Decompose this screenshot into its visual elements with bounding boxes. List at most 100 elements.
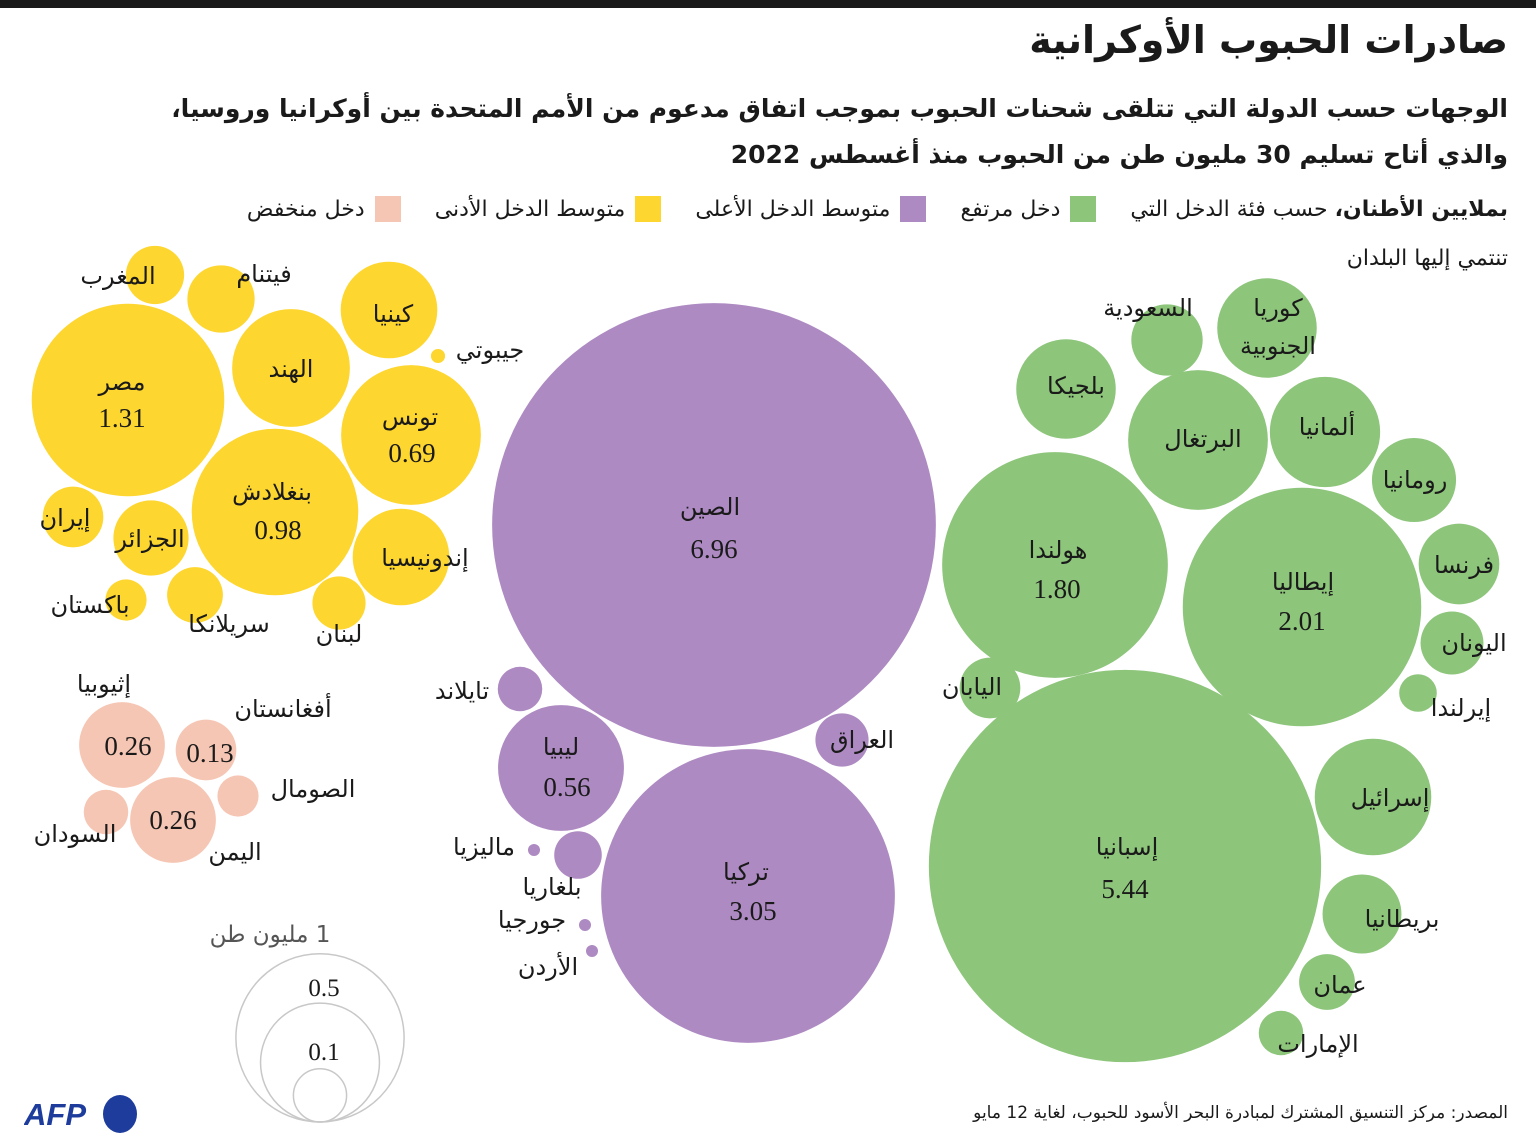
bubble-name-label: إثيوبيا xyxy=(77,670,131,699)
bubble-0-5 xyxy=(187,265,255,333)
legend-unit: بملايين الأطنان، حسب فئة الدخل التي xyxy=(1130,197,1508,222)
bubble-value-label: 1.80 xyxy=(1033,574,1080,604)
bubble-0-0 xyxy=(31,303,225,497)
bubble-name-label: ماليزيا xyxy=(453,833,515,861)
bubble-0-3 xyxy=(341,365,481,505)
legend-label: دخل منخفض xyxy=(246,196,365,222)
bubble-3-2 xyxy=(130,777,216,863)
bubble-1-6 xyxy=(528,844,540,856)
bubble-2-12 xyxy=(959,657,1021,719)
bubble-2-8 xyxy=(1371,437,1457,523)
size-legend-label: 1 مليون طن xyxy=(210,922,331,948)
legend-swatch xyxy=(374,196,401,222)
bubble-value-label: 0.69 xyxy=(388,438,435,468)
legend-unit-line2: تنتمي إليها البلدان xyxy=(1346,246,1508,271)
bubble-3-4 xyxy=(217,775,259,817)
bubble-name-label: ألمانيا xyxy=(1299,411,1355,441)
bubble-value-label: 1.31 xyxy=(98,403,145,433)
bubble-name-label: هولندا xyxy=(1029,536,1088,564)
bubble-2-1 xyxy=(1182,487,1422,727)
bubble-name-label: بنغلادش xyxy=(232,478,312,506)
bubble-0-11 xyxy=(105,579,147,621)
bubble-name-label: إيطاليا xyxy=(1272,568,1334,597)
bubble-name-label: كينيا xyxy=(373,300,414,328)
legend-item-low: دخل منخفض xyxy=(247,196,401,222)
bubble-0-13 xyxy=(312,576,366,630)
bubble-name-label: مصر xyxy=(98,368,146,396)
bubble-0-2 xyxy=(191,428,359,596)
source-note: المصدر: مركز التنسيق المشترك لمبادرة الب… xyxy=(973,1103,1508,1123)
bubble-name-label: الإمارات xyxy=(1277,1030,1358,1058)
bubble-name-label: تونس xyxy=(382,403,438,431)
bubble-name-label: رومانيا xyxy=(1383,466,1448,494)
bubble-name-label: فرنسا xyxy=(1434,551,1494,579)
bubble-2-3 xyxy=(1128,370,1268,510)
legend-unit-rest: حسب فئة الدخل التي xyxy=(1130,196,1335,222)
bubble-value-label: 0.13 xyxy=(186,738,233,768)
bubble-value-label: 2.01 xyxy=(1278,606,1325,636)
legend-item-lower-middle: متوسط الدخل الأدنى xyxy=(435,196,662,222)
chart-title: صادرات الحبوب الأوكرانية xyxy=(1029,18,1508,62)
bubble-2-5 xyxy=(1131,304,1203,376)
bubble-value-label: 6.96 xyxy=(690,534,737,564)
bubble-name-label: سريلانكا xyxy=(188,610,270,638)
bubble-name-label: بريطانيا xyxy=(1365,905,1440,933)
bubble-1-5 xyxy=(554,831,602,879)
bubble-name-label: السعودية xyxy=(1103,294,1193,322)
bubble-name-label: الأردن xyxy=(518,952,578,981)
bubble-name-label: الهند xyxy=(269,355,314,383)
bubble-2-0 xyxy=(928,669,1322,1063)
bubble-name-label: بلغاريا xyxy=(522,873,581,901)
bubble-name-label: باكستان xyxy=(50,591,129,619)
bubble-1-4 xyxy=(815,713,869,767)
legend: بملايين الأطنان، حسب فئة الدخل التي دخل … xyxy=(247,196,1508,222)
legend-item-high: دخل مرتفع xyxy=(960,196,1097,222)
size-legend-circle xyxy=(292,1068,348,1123)
bubble-name-label: العراق xyxy=(830,726,894,754)
chart-subtitle-line1: الوجهات حسب الدولة التي تتلقى شحنات الحب… xyxy=(171,94,1508,123)
bubble-2-16 xyxy=(1258,1010,1304,1056)
bubble-2-15 xyxy=(1299,954,1355,1010)
legend-swatch xyxy=(900,196,927,222)
bubble-2-13 xyxy=(1314,738,1432,856)
bubble-name-label: فيتنام xyxy=(236,260,291,288)
bubble-2-10 xyxy=(1420,611,1484,675)
bubble-1-2 xyxy=(498,705,624,831)
size-legend-value: 0.5 xyxy=(308,975,339,1002)
bubble-name-label: إسبانيا xyxy=(1096,833,1159,862)
bubble-name-label: جيبوتي xyxy=(456,336,524,364)
bubble-2-6 xyxy=(1217,278,1317,378)
legend-label: دخل مرتفع xyxy=(960,196,1061,222)
svg-text:AFP: AFP xyxy=(24,1097,86,1132)
bubble-1-7 xyxy=(579,919,591,931)
bubble-0-6 xyxy=(125,245,185,305)
bubble-2-4 xyxy=(1016,339,1116,439)
legend-unit-bold: بملايين الأطنان، xyxy=(1334,196,1508,222)
bubble-1-1 xyxy=(601,749,895,1043)
bubble-name-label: تايلاند xyxy=(435,677,489,705)
size-legend-value: 0.1 xyxy=(308,1039,339,1066)
bubble-0-4 xyxy=(340,261,438,359)
bubble-name-label: ليبيا xyxy=(543,733,579,761)
bubble-name-label: عمان xyxy=(1313,971,1366,999)
bubble-value-label: 5.44 xyxy=(1101,874,1149,904)
bubble-0-12 xyxy=(167,567,223,623)
bubble-name-label: المغرب xyxy=(80,262,155,290)
legend-swatch xyxy=(1070,196,1097,222)
bubble-value-label: 0.26 xyxy=(149,805,196,835)
bubble-name-label: جورجيا xyxy=(498,906,566,934)
legend-item-upper-middle: متوسط الدخل الأعلى xyxy=(695,196,927,222)
top-bar xyxy=(0,0,1536,8)
legend-label: متوسط الدخل الأدنى xyxy=(434,196,626,222)
legend-swatch xyxy=(635,196,662,222)
legend-label: متوسط الدخل الأعلى xyxy=(695,196,891,222)
bubble-name-label: أفغانستان xyxy=(234,693,331,723)
bubble-3-3 xyxy=(83,789,129,835)
bubble-name-label: لبنان xyxy=(316,620,363,648)
bubble-name-label: الجنوبية xyxy=(1240,332,1316,360)
bubble-value-label: 0.56 xyxy=(543,772,590,802)
bubble-2-2 xyxy=(942,452,1168,678)
bubble-value-label: 3.05 xyxy=(729,896,776,926)
bubble-name-label: إيران xyxy=(40,504,91,533)
